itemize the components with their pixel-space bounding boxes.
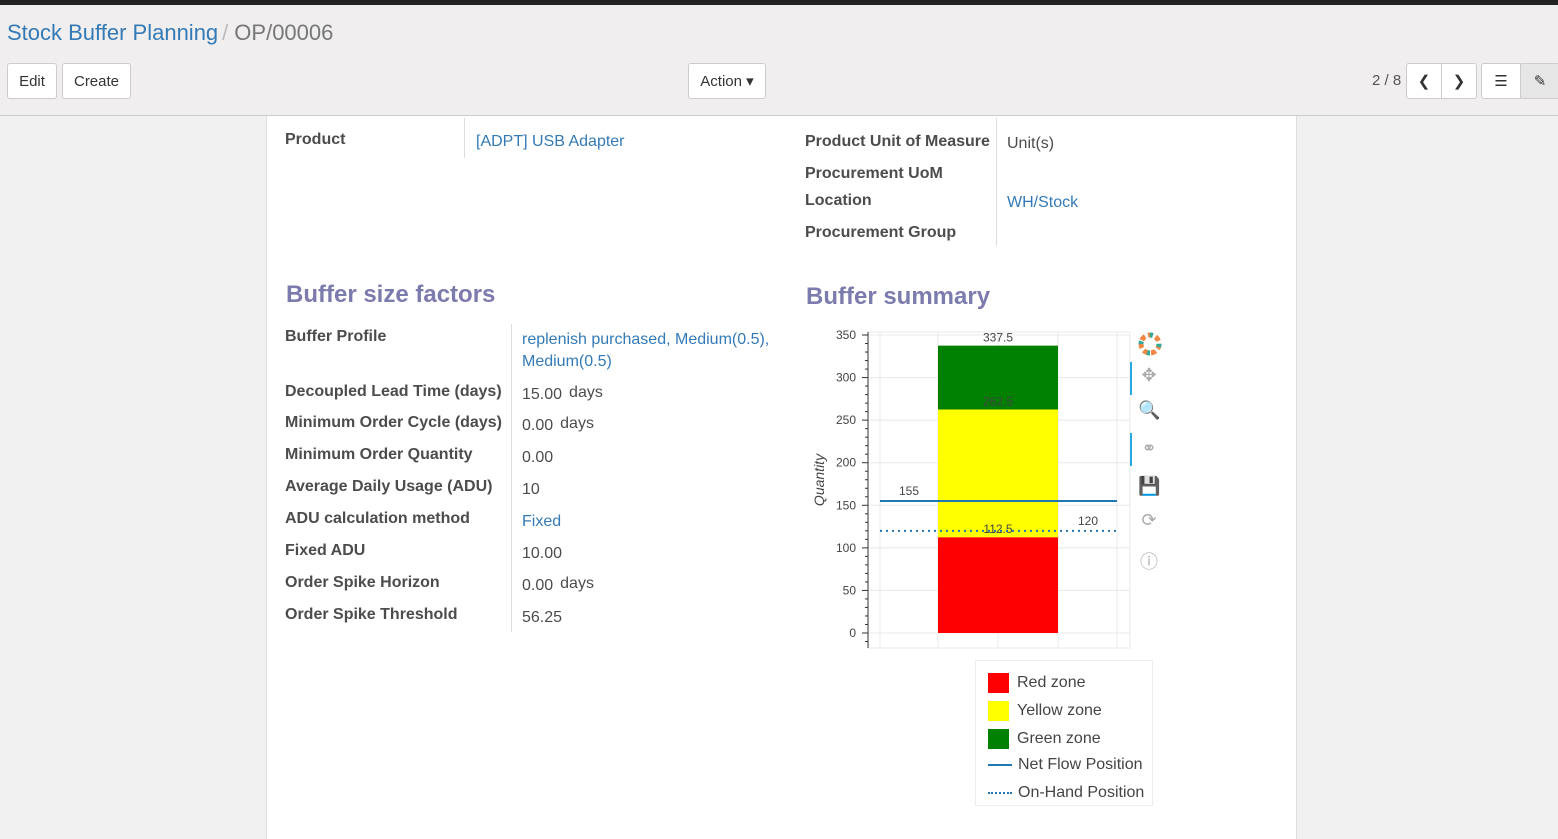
next-button[interactable]: ❯ xyxy=(1441,63,1477,99)
list-view-button[interactable]: ☰ xyxy=(1481,63,1521,99)
list-icon: ☰ xyxy=(1494,73,1508,90)
factor-value[interactable]: Fixed xyxy=(522,513,561,531)
factor-label: Buffer Profile xyxy=(285,328,387,345)
buffer-summary-title: Buffer summary xyxy=(806,283,991,310)
y-tick-label: 0 xyxy=(849,626,856,640)
pan-tool-icon[interactable]: ✥ xyxy=(1141,365,1157,385)
bar-label: 262.5 xyxy=(983,395,1013,409)
help-icon[interactable]: ⓘ xyxy=(1140,552,1158,572)
procurement-group-label: Procurement Group xyxy=(805,224,957,241)
create-button[interactable]: Create xyxy=(62,63,131,99)
chevron-right-icon: ❯ xyxy=(1452,73,1466,90)
chart-legend: Red zone Yellow zone Green zone Net Flow… xyxy=(975,660,1153,806)
wheel-zoom-icon[interactable]: ⚭ xyxy=(1141,438,1157,458)
box-zoom-icon[interactable]: 🔍 xyxy=(1138,400,1161,420)
factor-label: Minimum Order Quantity xyxy=(285,446,473,463)
factor-unit: days xyxy=(560,575,594,592)
breadcrumb-parent[interactable]: Stock Buffer Planning xyxy=(7,20,219,45)
uom-label: Product Unit of Measure xyxy=(805,133,990,150)
y-tick-label: 200 xyxy=(836,456,856,470)
location-value[interactable]: WH/Stock xyxy=(1007,194,1079,211)
breadcrumb: Stock Buffer Planning / OP/00006 xyxy=(7,20,334,45)
pager-value: 2 / 8 xyxy=(1372,72,1402,89)
factor-label: Order Spike Threshold xyxy=(285,606,458,623)
legend-green-zone: Green zone xyxy=(988,729,1101,749)
edit-icon: ✎ xyxy=(1533,73,1547,90)
factor-label: Order Spike Horizon xyxy=(285,574,440,591)
location-label: Location xyxy=(805,192,872,209)
buffer-chart: 0 50 100 150 200 250 300 350 Quantity 112.5 262.5 3… xyxy=(811,328,1131,649)
factor-value-text: 56.25 xyxy=(522,609,563,626)
factor-value-text: 10 xyxy=(522,481,540,498)
bar-red-zone xyxy=(938,537,1058,633)
factor-value: 56.25 xyxy=(522,609,562,627)
factor-value: 10 xyxy=(522,481,540,499)
legend-net-flow: Net Flow Position xyxy=(988,756,1143,774)
y-tick-label: 250 xyxy=(836,413,856,427)
factor-value: 10.00 xyxy=(522,545,562,563)
factor-label: Average Daily Usage (ADU) xyxy=(285,478,493,495)
y-tick-label: 50 xyxy=(843,583,857,597)
buffer-factors-title: Buffer size factors xyxy=(286,281,496,308)
factor-value[interactable]: replenish purchased, Medium(0.5), Medium(… xyxy=(522,329,769,373)
bar-label: 112.5 xyxy=(983,522,1012,536)
y-tick-label: 300 xyxy=(836,371,856,385)
uom-value: Unit(s) xyxy=(1007,135,1055,152)
product-value[interactable]: [ADPT] USB Adapter xyxy=(476,133,625,150)
factor-label: Fixed ADU xyxy=(285,542,366,559)
bar-yellow-zone xyxy=(938,409,1058,538)
factor-value-text: 0.00 xyxy=(522,577,554,594)
factor-label: Minimum Order Cycle (days) xyxy=(285,414,502,431)
factor-value-text: 0.00 xyxy=(522,449,554,466)
factor-value-text: replenish purchased, Medium(0.5), xyxy=(522,331,770,348)
reset-icon[interactable]: ⟳ xyxy=(1141,510,1157,530)
chevron-left-icon: ❮ xyxy=(1417,73,1431,90)
previous-button[interactable]: ❮ xyxy=(1406,63,1442,99)
product-label: Product xyxy=(285,131,346,148)
factor-value: 0.00 xyxy=(522,449,553,467)
line-label: 120 xyxy=(1078,514,1098,528)
bokeh-logo-icon[interactable] xyxy=(1138,332,1162,356)
form-view-button[interactable]: ✎ xyxy=(1520,63,1558,99)
factor-unit: days xyxy=(569,384,603,401)
factor-unit: days xyxy=(560,415,594,432)
control-panel: Stock Buffer Planning / OP/00006 xyxy=(0,5,1558,116)
action-dropdown[interactable]: Action ▾ xyxy=(688,63,766,99)
factor-value: 15.00 days xyxy=(522,384,603,404)
bar-green-zone xyxy=(938,345,1058,410)
bar-label: 337.5 xyxy=(983,331,1013,345)
factor-label: ADU calculation method xyxy=(285,510,470,527)
factor-label: Decoupled Lead Time (days) xyxy=(285,383,502,400)
line-label: 155 xyxy=(899,484,919,498)
factor-value: 0.00 days xyxy=(522,415,594,435)
y-tick-label: 100 xyxy=(836,541,856,555)
breadcrumb-current: OP/00006 xyxy=(234,20,334,45)
top-bar xyxy=(0,0,1558,5)
y-axis-label: Quantity xyxy=(811,453,827,506)
y-tick-label: 350 xyxy=(836,328,856,342)
factor-value-text: 15.00 xyxy=(522,386,563,403)
legend-red-zone: Red zone xyxy=(988,673,1086,693)
save-icon[interactable]: 💾 xyxy=(1138,476,1161,496)
legend-yellow-zone: Yellow zone xyxy=(988,701,1102,721)
procurement-uom-label: Procurement UoM xyxy=(805,165,943,182)
y-tick-label: 150 xyxy=(836,498,856,512)
factor-value-text: Medium(0.5) xyxy=(522,353,612,370)
edit-button[interactable]: Edit xyxy=(7,63,57,99)
factor-value-text: Fixed xyxy=(522,513,562,530)
factor-value-text: 0.00 xyxy=(522,417,554,434)
legend-on-hand: On-Hand Position xyxy=(988,784,1144,802)
factor-value-text: 10.00 xyxy=(522,545,563,562)
factor-value: 0.00 days xyxy=(522,575,594,595)
